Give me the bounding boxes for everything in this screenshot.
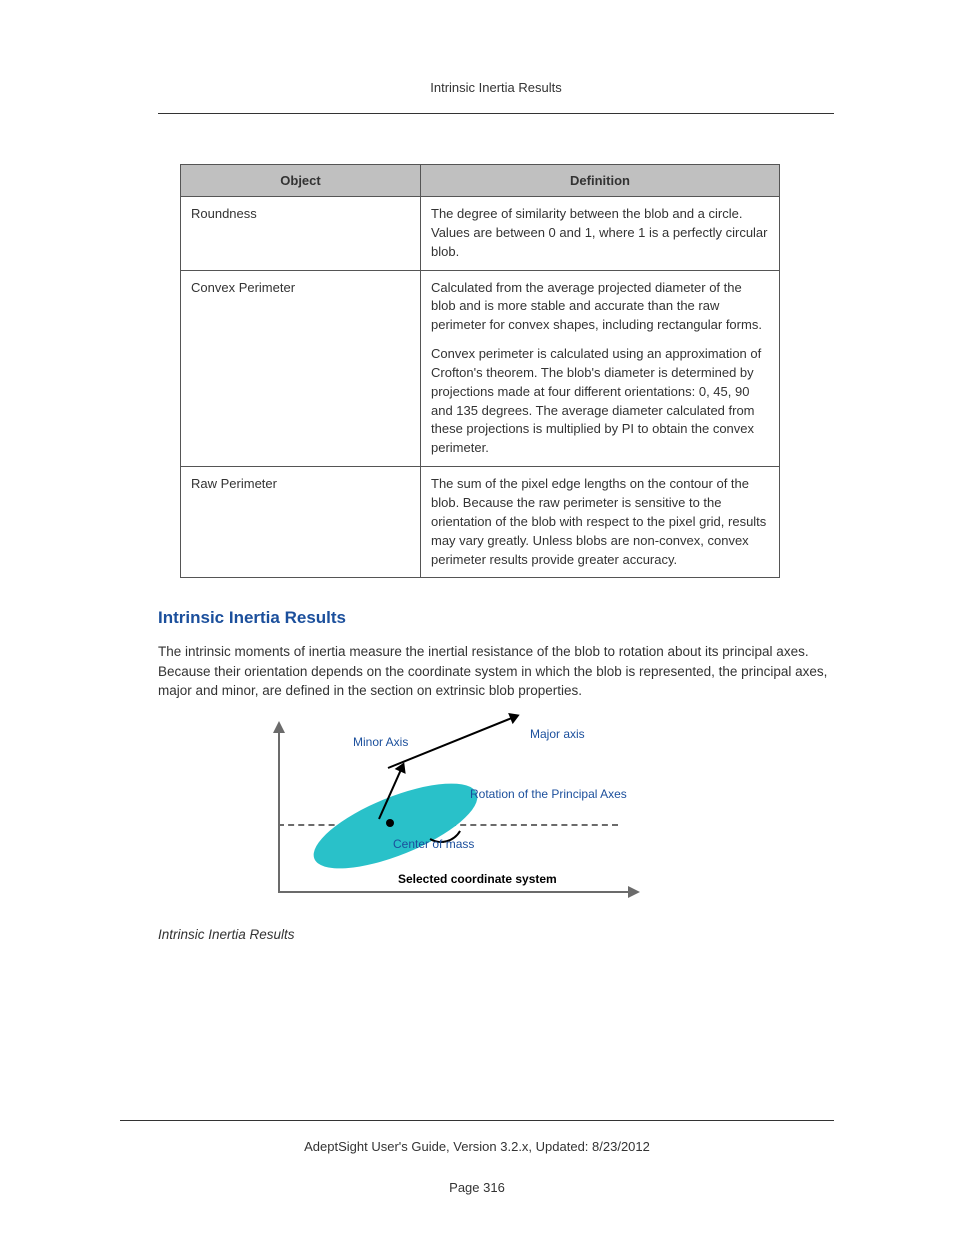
object-cell: Convex Perimeter [181, 270, 421, 467]
label-major-axis: Major axis [530, 727, 585, 741]
center-of-mass-dot [386, 819, 394, 827]
table-row: Raw Perimeter The sum of the pixel edge … [181, 467, 780, 578]
label-minor-axis: Minor Axis [353, 735, 408, 749]
definition-cell: Calculated from the average projected di… [421, 270, 780, 467]
section-body: The intrinsic moments of inertia measure… [158, 642, 834, 701]
definition-cell: The sum of the pixel edge lengths on the… [421, 467, 780, 578]
label-center: Center of mass [393, 837, 474, 851]
definitions-table: Object Definition Roundness The degree o… [180, 164, 780, 578]
table-row: Roundness The degree of similarity betwe… [181, 197, 780, 271]
figure-caption: Intrinsic Inertia Results [158, 927, 834, 942]
object-cell: Roundness [181, 197, 421, 271]
section-heading: Intrinsic Inertia Results [158, 608, 834, 628]
definition-cell: The degree of similarity between the blo… [421, 197, 780, 271]
label-coord-system: Selected coordinate system [398, 872, 557, 886]
running-header: Intrinsic Inertia Results [158, 80, 834, 114]
table-row: Convex Perimeter Calculated from the ave… [181, 270, 780, 467]
label-rotation: Rotation of the Principal Axes [470, 787, 627, 801]
y-axis [278, 723, 280, 893]
page-footer: AdeptSight User's Guide, Version 3.2.x, … [120, 1120, 834, 1195]
x-axis [278, 891, 638, 893]
definition-text: Convex perimeter is calculated using an … [431, 345, 769, 458]
definition-text: Calculated from the average projected di… [431, 279, 769, 336]
col-object: Object [181, 165, 421, 197]
object-cell: Raw Perimeter [181, 467, 421, 578]
col-definition: Definition [421, 165, 780, 197]
definition-text: The sum of the pixel edge lengths on the… [431, 475, 769, 569]
footer-text: AdeptSight User's Guide, Version 3.2.x, … [120, 1139, 834, 1154]
page-number: Page 316 [120, 1180, 834, 1195]
definition-text: The degree of similarity between the blo… [431, 205, 769, 262]
inertia-figure: Minor Axis Major axis Rotation of the Pr… [238, 719, 658, 919]
